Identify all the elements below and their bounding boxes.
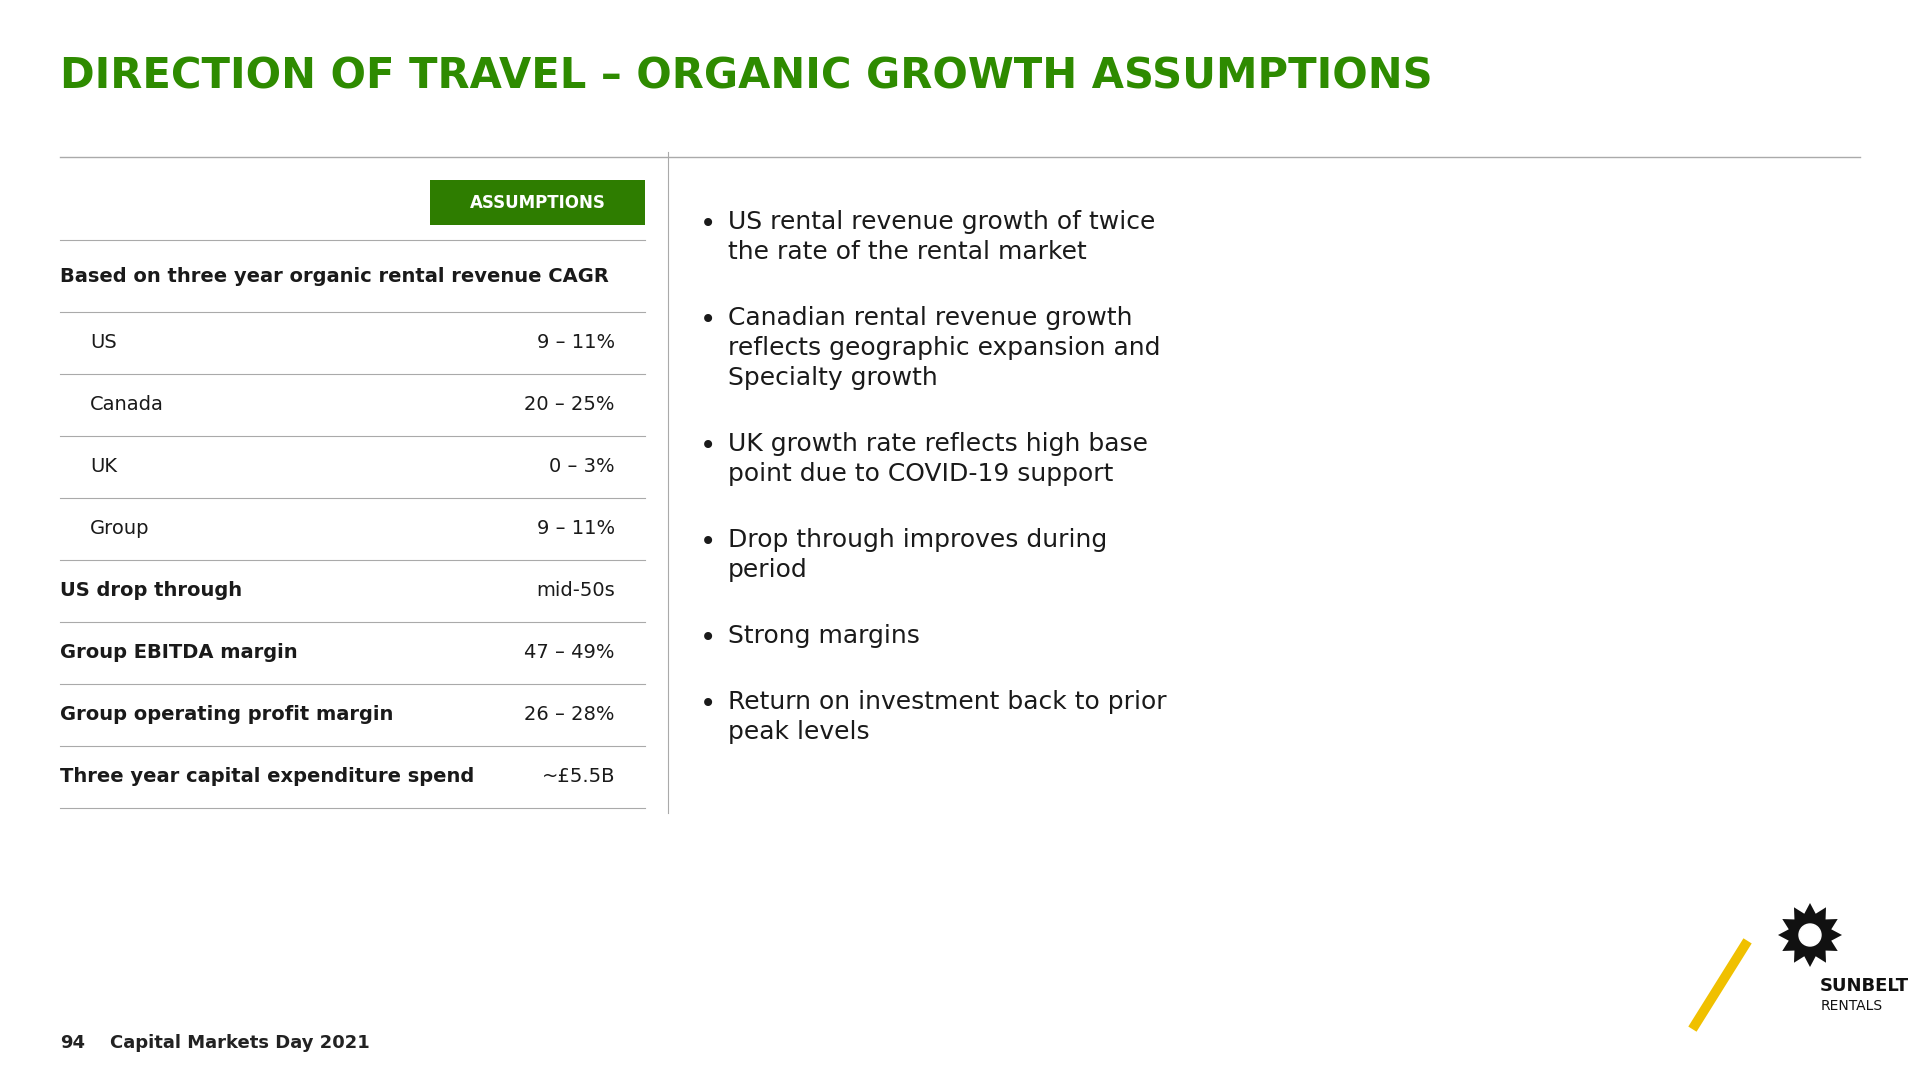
Text: Canadian rental revenue growth: Canadian rental revenue growth: [728, 306, 1133, 330]
Text: Canada: Canada: [90, 395, 163, 415]
Text: •: •: [701, 690, 716, 718]
Text: point due to COVID-19 support: point due to COVID-19 support: [728, 462, 1114, 486]
Text: 47 – 49%: 47 – 49%: [524, 644, 614, 662]
Text: 0 – 3%: 0 – 3%: [549, 458, 614, 476]
Text: mid-50s: mid-50s: [536, 581, 614, 600]
Text: Based on three year organic rental revenue CAGR: Based on three year organic rental reven…: [60, 267, 609, 285]
Text: US rental revenue growth of twice: US rental revenue growth of twice: [728, 210, 1156, 234]
Text: the rate of the rental market: the rate of the rental market: [728, 240, 1087, 264]
Text: Specialty growth: Specialty growth: [728, 366, 937, 390]
Text: •: •: [701, 306, 716, 334]
Bar: [430, 180, 645, 225]
Text: 20 – 25%: 20 – 25%: [524, 395, 614, 415]
Text: Strong margins: Strong margins: [728, 624, 920, 648]
Text: Return on investment back to prior: Return on investment back to prior: [728, 690, 1167, 714]
Text: •: •: [701, 528, 716, 556]
Text: Three year capital expenditure spend: Three year capital expenditure spend: [60, 768, 474, 786]
Text: ASSUMPTIONS: ASSUMPTIONS: [470, 193, 605, 212]
Text: 94: 94: [60, 1034, 84, 1052]
Text: US drop through: US drop through: [60, 581, 242, 600]
Text: 26 – 28%: 26 – 28%: [524, 705, 614, 725]
Text: 9 – 11%: 9 – 11%: [538, 519, 614, 539]
Text: period: period: [728, 558, 808, 582]
Text: UK: UK: [90, 458, 117, 476]
Text: •: •: [701, 432, 716, 460]
Text: DIRECTION OF TRAVEL – ORGANIC GROWTH ASSUMPTIONS: DIRECTION OF TRAVEL – ORGANIC GROWTH ASS…: [60, 55, 1432, 97]
Text: Capital Markets Day 2021: Capital Markets Day 2021: [109, 1034, 371, 1052]
Text: peak levels: peak levels: [728, 720, 870, 744]
Text: SUNBELT: SUNBELT: [1820, 977, 1908, 995]
Text: reflects geographic expansion and: reflects geographic expansion and: [728, 336, 1160, 360]
Text: Group: Group: [90, 519, 150, 539]
Text: 9 – 11%: 9 – 11%: [538, 334, 614, 352]
Text: •: •: [701, 624, 716, 652]
Text: ~£5.5B: ~£5.5B: [541, 768, 614, 786]
Text: US: US: [90, 334, 117, 352]
Polygon shape: [1778, 903, 1841, 967]
Text: RENTALS: RENTALS: [1820, 999, 1884, 1013]
Text: Drop through improves during: Drop through improves during: [728, 528, 1108, 552]
Text: UK growth rate reflects high base: UK growth rate reflects high base: [728, 432, 1148, 456]
Text: Group EBITDA margin: Group EBITDA margin: [60, 644, 298, 662]
Circle shape: [1799, 924, 1820, 946]
Text: Group operating profit margin: Group operating profit margin: [60, 705, 394, 725]
Text: •: •: [701, 210, 716, 238]
